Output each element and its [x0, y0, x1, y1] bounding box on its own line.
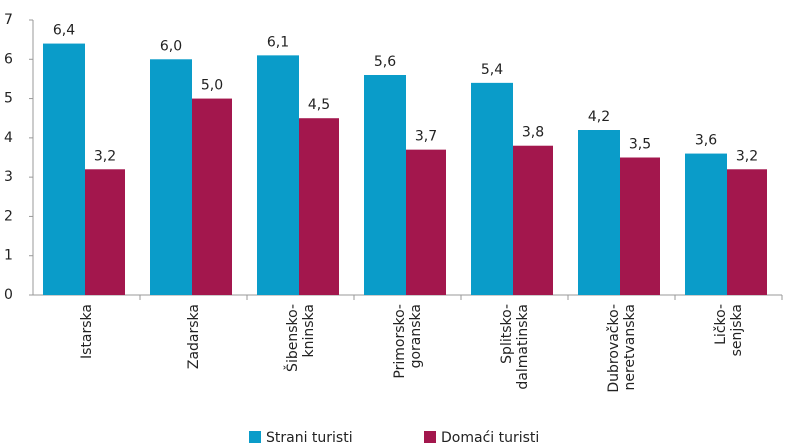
x-tick-label: Šibensko- kninska: [284, 304, 317, 372]
y-tick-label: 0: [4, 287, 13, 303]
x-tick-label: Primorsko- goranska: [391, 304, 424, 379]
y-tick-label: 6: [4, 51, 13, 67]
bar: [471, 82, 513, 295]
bar: [150, 59, 192, 296]
bar: [299, 118, 339, 295]
value-label: 6,0: [160, 38, 182, 54]
x-tick-label: Istarska: [78, 304, 95, 359]
y-tick-label: 2: [4, 208, 13, 224]
value-label: 3,2: [736, 148, 758, 164]
x-tick-label: Zadarska: [185, 304, 202, 370]
legend-swatch: [424, 431, 436, 443]
bar: [192, 98, 232, 295]
value-label: 3,5: [629, 137, 651, 153]
legend-label: Strani turisti: [266, 430, 353, 446]
bar: [685, 153, 727, 295]
value-label: 3,8: [522, 125, 544, 141]
bar: [85, 169, 125, 295]
value-label: 4,2: [588, 109, 610, 125]
bar: [364, 75, 406, 295]
value-label: 3,6: [695, 133, 717, 149]
x-tick-label: Dubrovačko- neretvanska: [605, 304, 638, 393]
value-label: 3,2: [94, 148, 116, 164]
y-tick-label: 7: [4, 12, 13, 28]
bar: [43, 43, 85, 296]
value-label: 5,6: [374, 54, 396, 70]
value-label: 3,7: [415, 129, 437, 145]
bar: [257, 55, 299, 295]
y-tick-label: 1: [4, 248, 13, 264]
bar: [727, 169, 767, 295]
y-tick-label: 4: [4, 130, 13, 146]
legend-label: Domaći turisti: [441, 430, 539, 446]
value-label: 4,5: [308, 97, 330, 113]
value-label: 6,4: [53, 23, 75, 39]
bar: [406, 149, 446, 295]
bar: [513, 145, 553, 295]
legend-swatch: [249, 431, 261, 443]
x-tick-label: Splitsko- dalmatinska: [498, 304, 531, 390]
y-tick-label: 5: [4, 91, 13, 107]
bar: [620, 157, 660, 295]
value-label: 5,4: [481, 62, 503, 78]
x-tick-label: Ličko- senjska: [712, 304, 745, 357]
value-label: 5,0: [201, 78, 223, 94]
y-tick-label: 3: [4, 169, 13, 185]
value-label: 6,1: [267, 34, 289, 50]
bar: [578, 130, 620, 295]
